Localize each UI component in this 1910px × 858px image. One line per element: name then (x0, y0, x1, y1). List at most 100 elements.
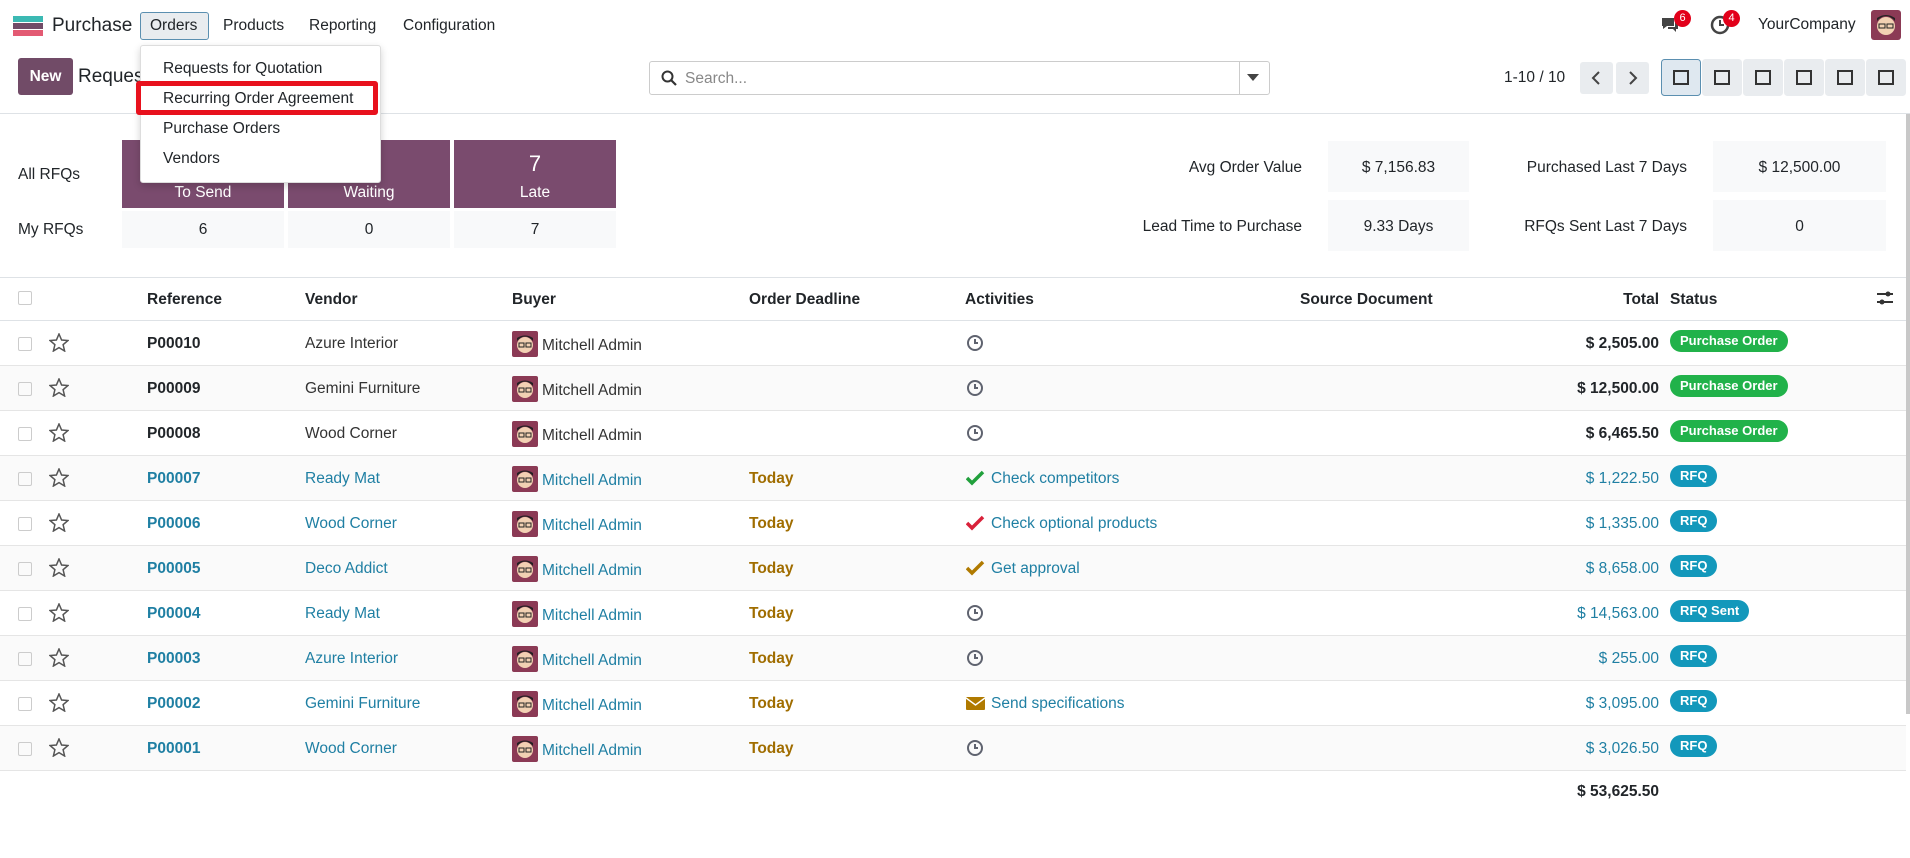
search-box[interactable] (649, 61, 1270, 95)
buyer[interactable]: Mitchell Admin (542, 517, 642, 534)
activity-icon[interactable] (966, 694, 985, 712)
column-header[interactable]: Buyer (512, 291, 556, 308)
favorite-star[interactable] (49, 378, 69, 397)
vendor[interactable]: Azure Interior (305, 650, 399, 667)
reference[interactable]: P00003 (147, 650, 201, 667)
view-switch[interactable] (1866, 59, 1906, 96)
dropdown-item[interactable]: Vendors (163, 150, 220, 167)
vendor[interactable]: Wood Corner (305, 740, 397, 757)
checkbox[interactable] (18, 697, 32, 711)
view-switch[interactable] (1702, 59, 1742, 96)
buyer[interactable]: Mitchell Admin (542, 697, 642, 714)
checkbox[interactable] (18, 562, 32, 576)
reference[interactable]: P00002 (147, 695, 201, 712)
checkbox[interactable] (18, 652, 32, 666)
menu-item[interactable]: Configuration (403, 17, 496, 34)
activity[interactable]: Check competitors (991, 470, 1120, 487)
vendor[interactable]: Gemini Furniture (305, 695, 421, 712)
vendor[interactable]: Ready Mat (305, 605, 380, 622)
pager-prev[interactable] (1580, 62, 1613, 94)
buyer[interactable]: Mitchell Admin (542, 427, 642, 444)
column-header[interactable]: Reference (147, 291, 222, 308)
favorite-star[interactable] (49, 603, 69, 622)
view-switch[interactable] (1784, 59, 1824, 96)
search-toggle[interactable] (1239, 61, 1270, 95)
column-header[interactable]: Total (1623, 291, 1659, 308)
vendor[interactable]: Wood Corner (305, 425, 397, 442)
favorite-star[interactable] (49, 333, 69, 352)
vendor[interactable]: Deco Addict (305, 560, 388, 577)
vendor[interactable]: Ready Mat (305, 470, 380, 487)
view-switch[interactable] (1825, 59, 1865, 96)
checkbox[interactable] (18, 427, 32, 441)
vendor[interactable]: Azure Interior (305, 335, 399, 352)
activity[interactable]: Send specifications (991, 695, 1125, 712)
vendor[interactable]: Gemini Furniture (305, 380, 421, 397)
menu-item[interactable]: Products (223, 17, 285, 34)
buyer[interactable]: Mitchell Admin (542, 382, 642, 399)
activity-icon[interactable] (966, 469, 985, 487)
reference[interactable]: P00004 (147, 605, 201, 622)
activity-icon[interactable] (966, 334, 985, 352)
checkbox[interactable] (18, 517, 32, 531)
buyer[interactable]: Mitchell Admin (542, 472, 642, 489)
menu-item[interactable]: Reporting (309, 17, 377, 34)
checkbox[interactable] (18, 742, 32, 756)
new-button[interactable]: New (18, 58, 73, 95)
activity-icon[interactable] (966, 739, 985, 757)
checkbox[interactable] (18, 291, 32, 305)
activity-icon[interactable] (966, 604, 985, 622)
my-box[interactable] (288, 211, 450, 248)
buyer[interactable]: Mitchell Admin (542, 562, 642, 579)
my-box[interactable] (122, 211, 284, 248)
checkbox[interactable] (18, 472, 32, 486)
reference[interactable]: P00006 (147, 515, 201, 532)
vendor[interactable]: Wood Corner (305, 515, 397, 532)
favorite-star[interactable] (49, 513, 69, 532)
favorite-star[interactable] (49, 693, 69, 712)
activity-icon[interactable] (966, 424, 985, 442)
column-header[interactable]: Vendor (305, 291, 358, 308)
checkbox[interactable] (18, 607, 32, 621)
activity-icon[interactable] (966, 379, 985, 397)
favorite-star[interactable] (49, 423, 69, 442)
reference[interactable]: P00005 (147, 560, 201, 577)
dropdown-item[interactable]: Purchase Orders (163, 120, 281, 137)
user-avatar[interactable] (1871, 10, 1901, 40)
column-header[interactable]: Activities (965, 291, 1034, 308)
reference[interactable]: P00008 (147, 425, 201, 442)
buyer[interactable]: Mitchell Admin (542, 742, 642, 759)
optional-columns[interactable] (1876, 290, 1894, 306)
favorite-star[interactable] (49, 558, 69, 577)
menu-item[interactable]: Orders (150, 17, 198, 34)
buyer[interactable]: Mitchell Admin (542, 607, 642, 624)
reference[interactable]: P00007 (147, 470, 201, 487)
column-header[interactable]: Order Deadline (749, 291, 861, 308)
checkbox[interactable] (18, 382, 32, 396)
activity-icon[interactable] (966, 514, 985, 532)
reference[interactable]: P00009 (147, 380, 201, 397)
reference[interactable]: P00001 (147, 740, 201, 757)
column-header[interactable]: Source Document (1300, 291, 1433, 308)
rfq-tile[interactable] (454, 140, 616, 208)
activity[interactable]: Get approval (991, 560, 1080, 577)
search-placeholder[interactable]: Search... (685, 70, 748, 87)
checkbox[interactable] (18, 337, 32, 351)
buyer[interactable]: Mitchell Admin (542, 652, 642, 669)
my-box[interactable] (454, 211, 616, 248)
favorite-star[interactable] (49, 738, 69, 757)
column-header[interactable]: Status (1670, 291, 1718, 308)
app-name[interactable]: Purchase (52, 15, 133, 36)
activity-icon[interactable] (966, 649, 985, 667)
favorite-star[interactable] (49, 648, 69, 667)
activity[interactable]: Check optional products (991, 515, 1158, 532)
reference[interactable]: P00010 (147, 335, 201, 352)
buyer[interactable]: Mitchell Admin (542, 337, 642, 354)
view-switch[interactable] (1743, 59, 1783, 96)
favorite-star[interactable] (49, 468, 69, 487)
company-name[interactable]: YourCompany (1758, 16, 1856, 33)
dropdown-item[interactable]: Requests for Quotation (163, 60, 323, 77)
pager-next[interactable] (1616, 62, 1649, 94)
dropdown-item[interactable]: Recurring Order Agreement (163, 90, 354, 107)
activity-icon[interactable] (966, 559, 985, 577)
